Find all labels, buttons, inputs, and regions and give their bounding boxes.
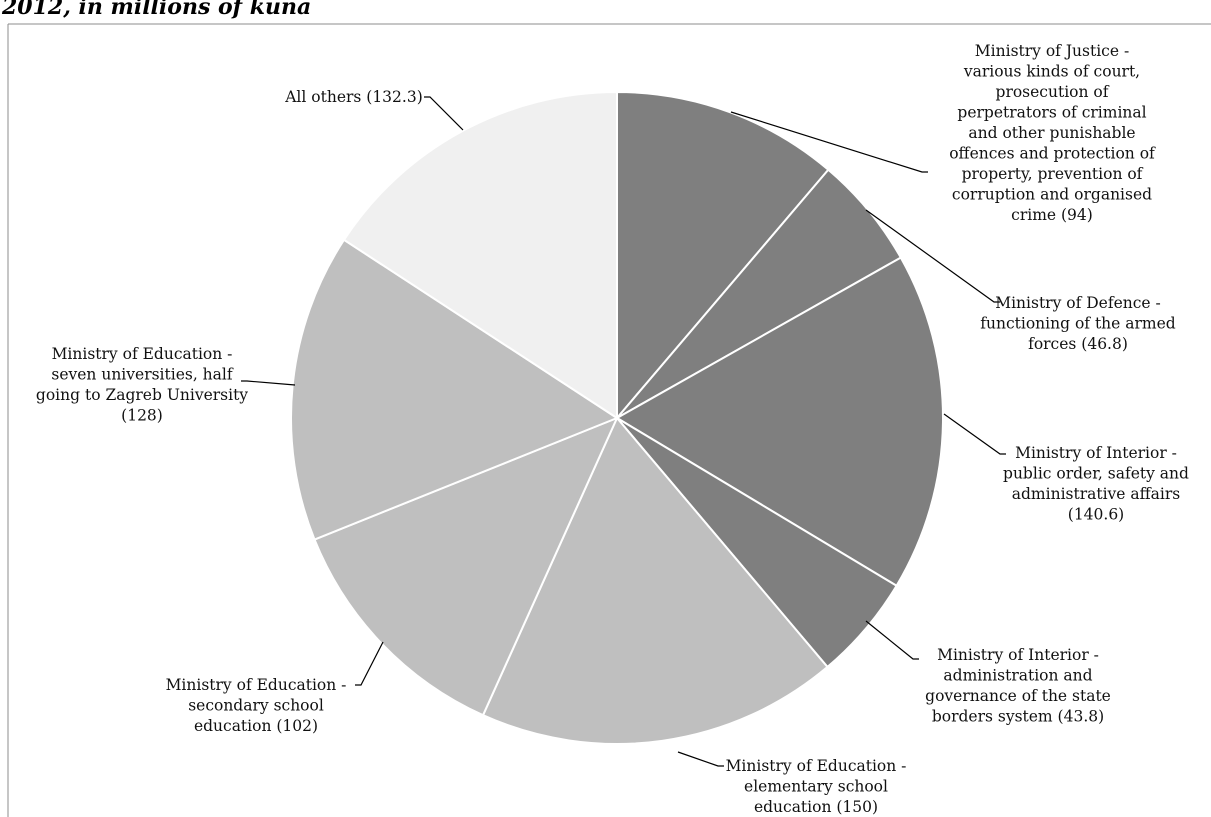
slice-label-line: Ministry of Defence - (995, 294, 1161, 312)
slice-label-line: All others (132.3) (284, 88, 423, 106)
pie-slice-3 (615, 256, 944, 588)
slice-label-line: seven universities, half (51, 366, 233, 384)
slice-label-line: and other punishable (968, 124, 1135, 142)
pie-slice-5 (481, 416, 829, 745)
leader-line-6 (355, 641, 384, 686)
slice-labels: Ministry of Justice - various kinds of co… (36, 42, 1189, 816)
slice-label-5: Ministry of Education - elementary school… (726, 757, 907, 816)
slice-label-line: perpetrators of criminal (957, 104, 1146, 122)
slice-label-line: Ministry of Interior - (1015, 444, 1177, 462)
slice-label-line: public order, safety and (1003, 465, 1189, 483)
slice-label-line: property, prevention of (962, 165, 1144, 183)
slice-label-line: Ministry of Education - (726, 757, 907, 775)
slice-label-line: (140.6) (1068, 506, 1124, 524)
slice-label-line: education (102) (194, 717, 318, 735)
slice-label-8: All others (132.3) (284, 88, 423, 106)
slice-label-line: Ministry of Education - (52, 345, 233, 363)
slice-label-line: various kinds of court, (963, 63, 1140, 81)
pie-slice-8 (342, 90, 618, 420)
leader-line-7 (241, 380, 296, 386)
slice-label-line: (128) (121, 407, 163, 425)
leader-line-2 (865, 209, 1000, 303)
slice-label-line: crime (94) (1011, 206, 1093, 224)
slice-label-6: Ministry of Education - secondary school e… (166, 676, 347, 735)
slice-label-line: offences and protection of (949, 145, 1156, 163)
slice-label-4: Ministry of Interior - administration and… (925, 646, 1111, 726)
pie-slices (290, 90, 944, 745)
leader-line-1 (730, 111, 928, 173)
slice-label-line: governance of the state (925, 687, 1111, 705)
leader-line-4 (865, 620, 919, 660)
slice-label-line: Ministry of Interior - (937, 646, 1099, 664)
chart-title: 2012, in millions of kuna (1, 0, 311, 20)
slice-label-line: education (150) (754, 798, 878, 816)
slice-label-line: borders system (43.8) (932, 708, 1104, 726)
pie-slice-1 (616, 90, 830, 421)
slice-label-line: functioning of the armed (980, 315, 1176, 333)
slice-label-line: forces (46.8) (1028, 335, 1128, 353)
slice-label-line: prosecution of (996, 83, 1110, 101)
slice-label-line: administration and (943, 667, 1092, 685)
slice-label-3: Ministry of Interior - public order, safe… (1003, 444, 1189, 524)
slice-label-1: Ministry of Justice - various kinds of co… (949, 42, 1156, 224)
slice-label-line: Ministry of Justice - (975, 42, 1129, 60)
leader-line-3 (943, 413, 1006, 455)
plot-frame (7, 23, 1211, 817)
slice-label-line: elementary school (744, 778, 888, 796)
pie-slice-7 (290, 238, 620, 541)
slice-label-line: administrative affairs (1012, 485, 1180, 503)
slice-label-line: Ministry of Education - (166, 676, 347, 694)
slice-label-line: going to Zagreb University (36, 386, 248, 404)
leader-line-5 (677, 751, 724, 767)
leader-lines (241, 96, 1006, 767)
leader-line-8 (424, 96, 464, 131)
slice-label-line: corruption and organised (952, 186, 1152, 204)
slice-label-2: Ministry of Defence - functioning of the … (980, 294, 1176, 353)
slice-label-7: Ministry of Education - seven universitie… (36, 345, 248, 425)
slice-label-line: secondary school (188, 697, 324, 715)
